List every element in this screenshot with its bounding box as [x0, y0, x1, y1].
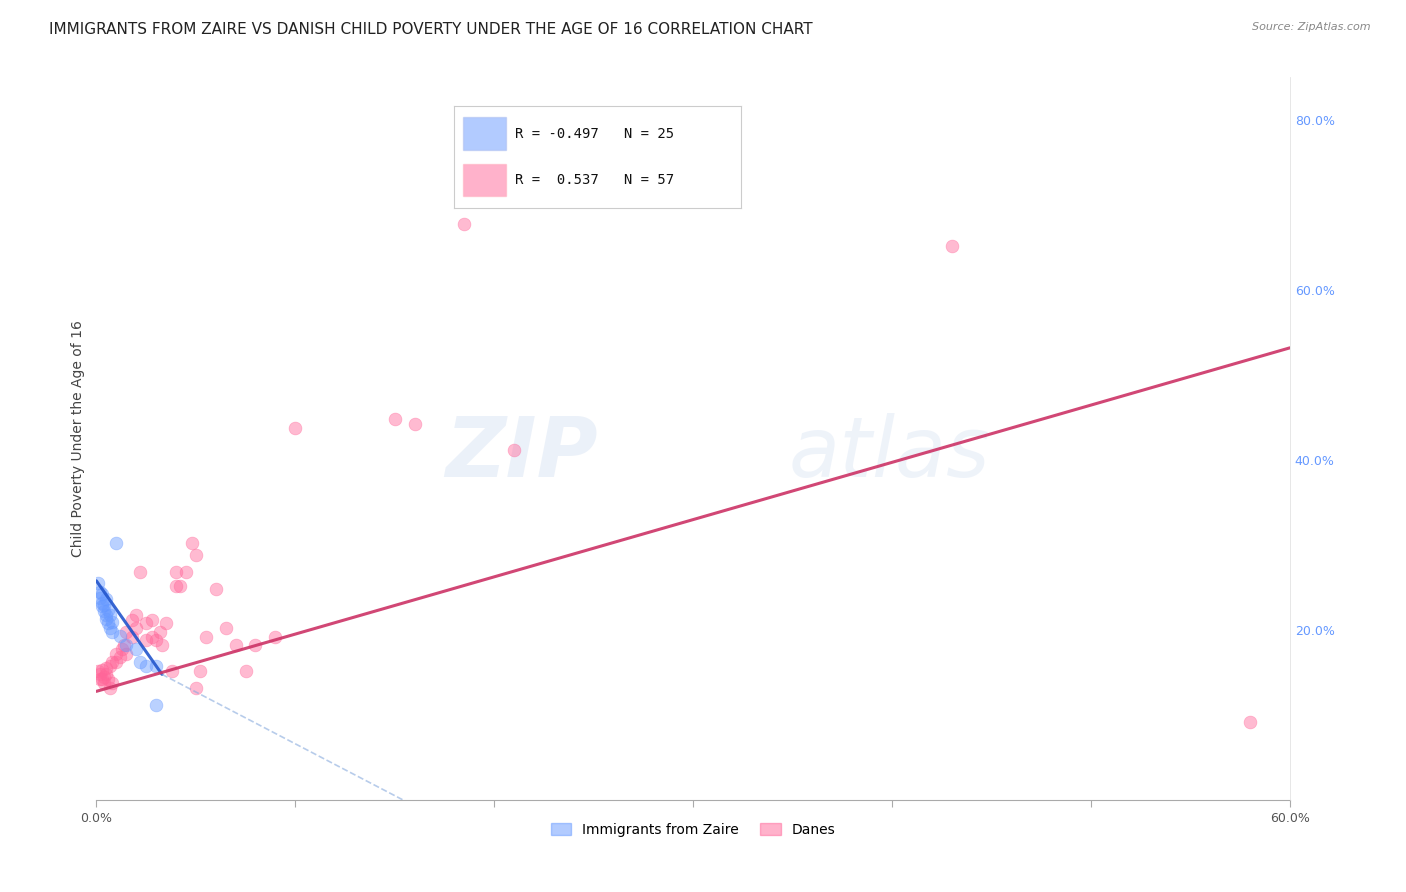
Point	[129, 566, 152, 580]
Point	[91, 587, 114, 601]
Point	[184, 549, 207, 563]
Point	[98, 658, 121, 673]
Point	[941, 239, 963, 253]
Point	[245, 639, 267, 653]
Point	[91, 596, 114, 610]
Legend: Immigrants from Zaire, Danes: Immigrants from Zaire, Danes	[544, 816, 842, 844]
Point	[225, 639, 247, 653]
Point	[125, 607, 148, 622]
Point	[93, 604, 115, 618]
Point	[91, 672, 114, 686]
Point	[93, 670, 115, 684]
Point	[101, 676, 124, 690]
Point	[149, 624, 172, 639]
Text: ZIP: ZIP	[446, 413, 598, 494]
Point	[121, 630, 143, 644]
Text: Source: ZipAtlas.com: Source: ZipAtlas.com	[1253, 22, 1371, 32]
Point	[1239, 714, 1261, 729]
Point	[135, 633, 157, 648]
Point	[89, 591, 111, 605]
Point	[101, 624, 124, 639]
Point	[105, 656, 128, 670]
Point	[155, 616, 177, 631]
Point	[110, 650, 132, 665]
Point	[204, 582, 226, 597]
Point	[145, 658, 167, 673]
Point	[93, 676, 115, 690]
Point	[115, 647, 138, 661]
Point	[235, 664, 257, 678]
Point	[135, 658, 157, 673]
Point	[115, 639, 138, 653]
Point	[91, 663, 114, 677]
Point	[89, 585, 111, 599]
Point	[165, 579, 187, 593]
Point	[87, 576, 110, 591]
Point	[89, 667, 111, 681]
Point	[145, 633, 167, 648]
Point	[96, 661, 118, 675]
Point	[98, 607, 121, 622]
Point	[284, 421, 307, 435]
Point	[453, 217, 475, 231]
Point	[97, 603, 120, 617]
Point	[98, 681, 121, 695]
Point	[150, 639, 173, 653]
Point	[121, 613, 143, 627]
Point	[384, 412, 406, 426]
Point	[101, 615, 124, 629]
Y-axis label: Child Poverty Under the Age of 16: Child Poverty Under the Age of 16	[72, 320, 86, 558]
Point	[503, 442, 526, 457]
Point	[115, 624, 138, 639]
Point	[180, 536, 202, 550]
Point	[98, 622, 121, 636]
Text: atlas: atlas	[789, 413, 990, 494]
Point	[89, 673, 111, 687]
Point	[111, 641, 134, 656]
Point	[145, 698, 167, 712]
Point	[160, 664, 183, 678]
Point	[96, 612, 118, 626]
Point	[129, 656, 152, 670]
Point	[125, 622, 148, 636]
Point	[188, 664, 211, 678]
Point	[105, 647, 128, 661]
Point	[165, 566, 187, 580]
Point	[97, 673, 120, 687]
Point	[97, 616, 120, 631]
Point	[264, 630, 287, 644]
Point	[96, 591, 118, 606]
Point	[174, 566, 197, 580]
Point	[135, 616, 157, 631]
Point	[141, 613, 163, 627]
Point	[141, 630, 163, 644]
Point	[112, 639, 135, 653]
Point	[105, 536, 128, 550]
Point	[194, 630, 217, 644]
Point	[101, 656, 124, 670]
Point	[96, 607, 118, 622]
Point	[404, 417, 426, 432]
Point	[96, 667, 118, 681]
Point	[93, 598, 115, 612]
Point	[125, 641, 148, 656]
Point	[87, 664, 110, 678]
Point	[184, 681, 207, 695]
Point	[110, 629, 132, 643]
Point	[214, 622, 236, 636]
Point	[169, 579, 191, 593]
Point	[91, 599, 114, 614]
Text: IMMIGRANTS FROM ZAIRE VS DANISH CHILD POVERTY UNDER THE AGE OF 16 CORRELATION CH: IMMIGRANTS FROM ZAIRE VS DANISH CHILD PO…	[49, 22, 813, 37]
